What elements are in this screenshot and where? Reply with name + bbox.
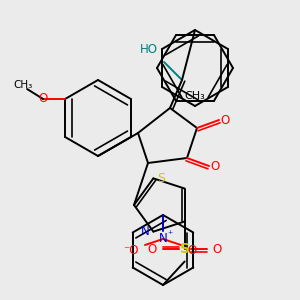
Text: O: O: [38, 92, 48, 106]
Text: HO: HO: [140, 43, 158, 56]
Text: ⁻O: ⁻O: [124, 244, 139, 256]
Text: O: O: [220, 113, 230, 127]
Text: S: S: [157, 172, 165, 185]
Text: CH₃: CH₃: [14, 80, 33, 90]
Text: CH₃: CH₃: [184, 91, 206, 101]
Text: O: O: [210, 160, 220, 172]
Text: O: O: [213, 243, 222, 256]
Text: S: S: [180, 242, 190, 256]
Text: O: O: [187, 244, 196, 256]
Text: O: O: [147, 243, 157, 256]
Text: ⁺: ⁺: [167, 230, 172, 240]
Text: N: N: [159, 232, 167, 245]
Text: N: N: [141, 225, 149, 238]
